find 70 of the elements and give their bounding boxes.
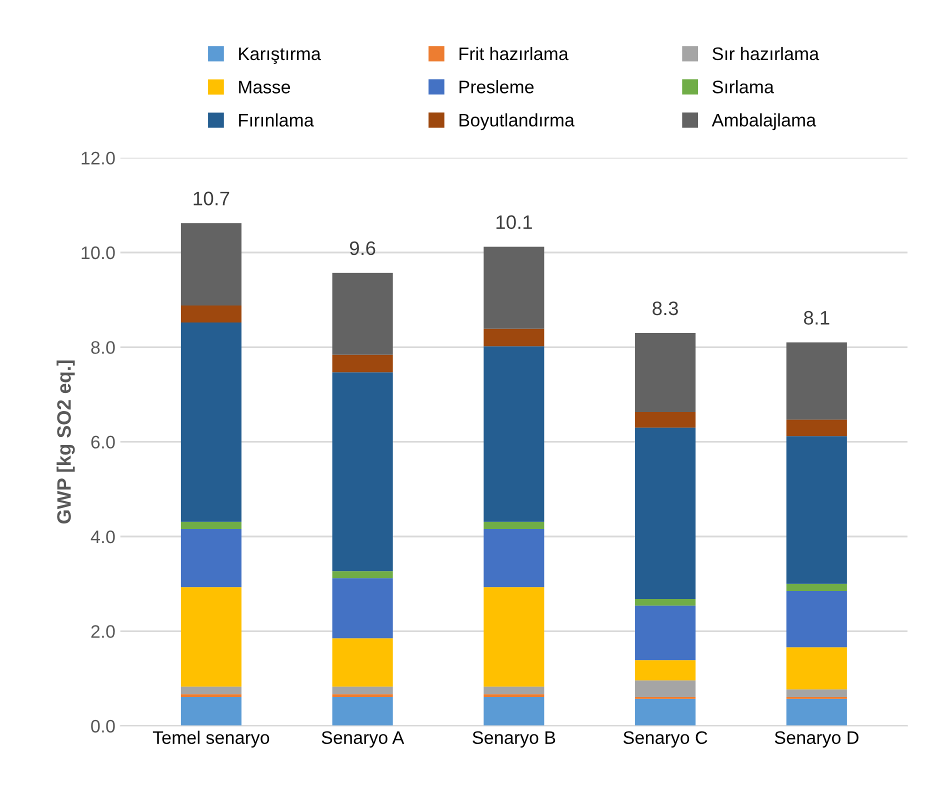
legend-label: Presleme	[460, 80, 534, 94]
y-tick-label: 10.0	[82, 246, 115, 260]
total-label: 8.1	[804, 310, 830, 325]
bar	[180, 322, 242, 522]
legend-label: Fırınlama	[239, 113, 314, 127]
bar	[332, 694, 393, 698]
x-tick-label: Senaryo B	[472, 731, 556, 748]
legend-label: Karıştırma	[239, 48, 321, 64]
y-axis-title: GWP [kg SO2 eq.]	[56, 360, 75, 524]
x-tick-label: Temel senaryo	[152, 730, 270, 748]
bar	[635, 332, 696, 412]
bar	[484, 697, 544, 726]
bar	[484, 522, 544, 529]
legend-label: Sır hazırlama	[712, 46, 820, 60]
bar	[332, 372, 393, 572]
legend-label: Boyutlandırma	[460, 113, 575, 130]
bar	[484, 587, 544, 687]
x-tick-label: Senaryo C	[623, 731, 708, 748]
legend-label: Masse	[239, 80, 290, 94]
bar	[786, 420, 847, 436]
total-label: 10.1	[496, 215, 532, 230]
bar	[635, 599, 696, 606]
x-tick-label: Senaryo A	[322, 731, 404, 748]
bar	[180, 587, 242, 687]
x-tick-label: Senaryo D	[774, 731, 858, 748]
bar	[332, 686, 393, 694]
bar	[786, 584, 847, 591]
legend-label: Ambalajlama	[712, 113, 816, 130]
bar	[180, 694, 242, 698]
bar	[635, 698, 696, 726]
bar	[332, 354, 393, 372]
y-tick-label: 2.0	[91, 625, 115, 638]
bar	[180, 686, 242, 694]
legend-label: Sırlama	[712, 80, 774, 94]
bar	[180, 522, 242, 529]
y-tick-label: 12.0	[82, 152, 115, 165]
y-tick-label: 4.0	[90, 530, 115, 544]
bar	[180, 223, 242, 306]
y-tick-label: 0.0	[91, 720, 115, 733]
bar	[332, 697, 393, 726]
bar	[484, 328, 544, 346]
bar	[786, 698, 847, 726]
bar	[484, 528, 544, 588]
bar	[180, 528, 242, 588]
bar	[635, 660, 696, 680]
bar	[786, 342, 847, 420]
legend-label: Frit hazırlama	[460, 46, 568, 60]
bar	[332, 272, 393, 355]
bar	[332, 571, 393, 578]
total-label: 8.3	[652, 301, 678, 316]
bar	[635, 428, 696, 600]
bar	[180, 306, 242, 323]
bar	[484, 246, 544, 329]
bar	[332, 578, 393, 638]
bar	[635, 606, 696, 660]
bar	[786, 647, 847, 690]
bar	[332, 638, 393, 687]
bar	[786, 689, 847, 698]
bar	[484, 686, 544, 694]
y-tick-label: 6.0	[91, 436, 115, 449]
bar	[484, 346, 544, 522]
total-label: 10.7	[194, 192, 230, 206]
y-tick-label: 8.0	[91, 341, 115, 354]
bar	[786, 590, 847, 648]
bar	[635, 412, 696, 428]
bar	[786, 436, 847, 584]
bar	[635, 680, 696, 698]
bar	[180, 697, 242, 726]
total-label: 9.6	[350, 241, 376, 256]
bar	[484, 694, 544, 698]
